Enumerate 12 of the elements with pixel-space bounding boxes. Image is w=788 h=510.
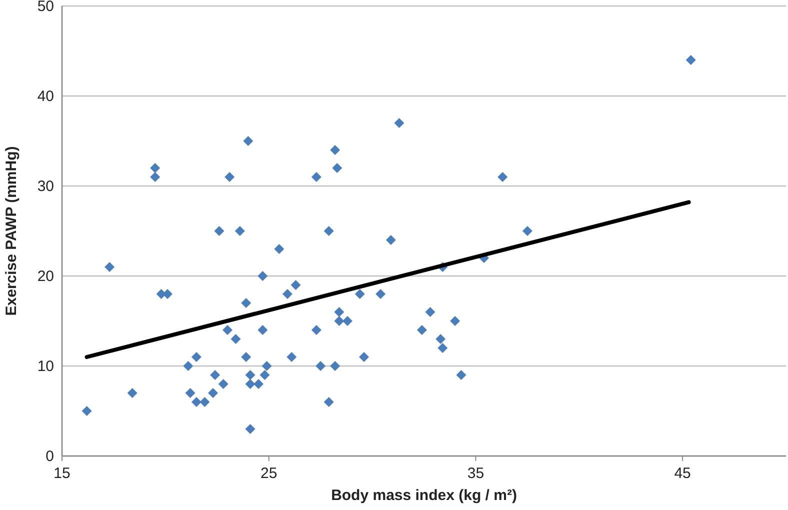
y-tick-label: 10 — [37, 358, 54, 375]
x-axis-title: Body mass index (kg / m²) — [331, 487, 517, 504]
x-tick-label: 35 — [467, 465, 484, 482]
y-axis-title: Exercise PAWP (mmHg) — [3, 146, 20, 316]
x-tick-label: 15 — [54, 465, 70, 482]
y-tick-label: 0 — [46, 448, 54, 465]
y-tick-label: 50 — [37, 0, 54, 15]
y-tick-label: 40 — [37, 88, 54, 105]
y-tick-label: 30 — [37, 178, 54, 195]
x-tick-label: 45 — [674, 465, 691, 482]
y-tick-label: 20 — [37, 268, 54, 285]
x-tick-label: 25 — [260, 465, 278, 482]
